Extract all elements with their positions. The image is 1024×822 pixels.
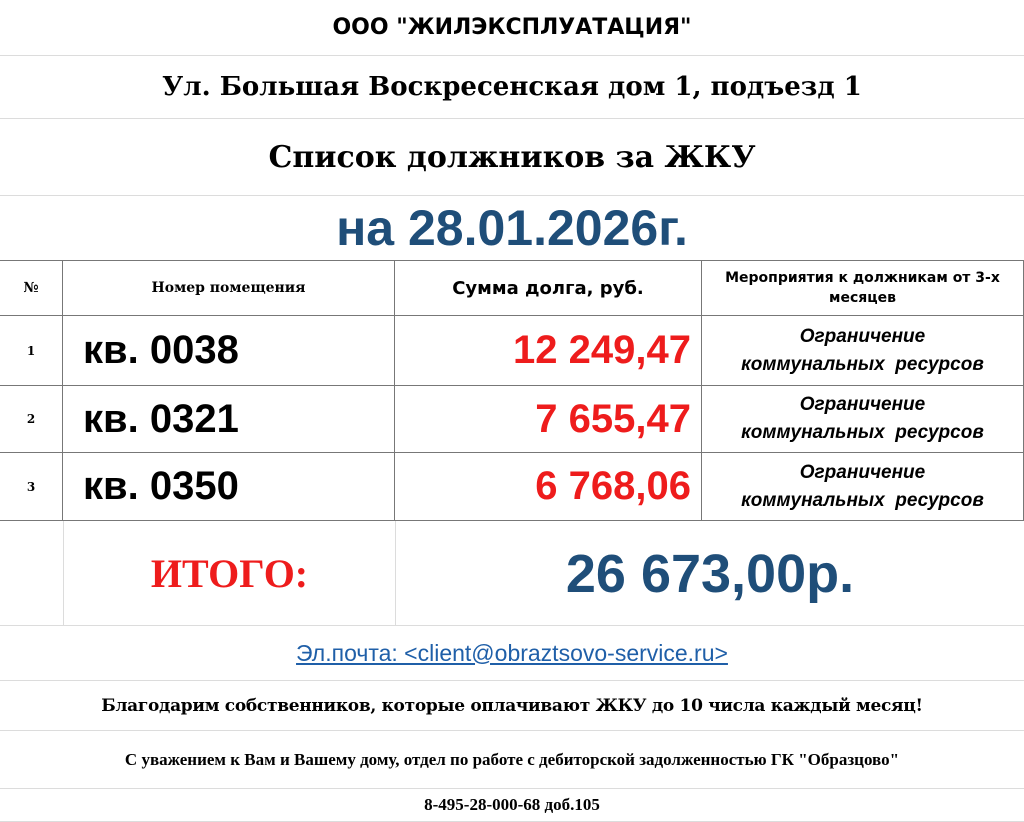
action-line-1: Ограничение [799, 325, 926, 347]
address-row: Ул. Большая Воскресенская дом 1, подъезд… [0, 56, 1024, 119]
total-label: ИТОГО: [150, 551, 309, 596]
thanks-text: Благодарим собственников, которые оплачи… [101, 695, 923, 716]
debt-amount: 12 249,47 [395, 316, 702, 386]
debtor-action: Ограничение коммунальных ресурсов [702, 316, 1024, 386]
address: Ул. Большая Воскресенская дом 1, подъезд… [162, 72, 862, 102]
apartment: кв. 0038 [63, 316, 395, 386]
action-line-2: коммунальных ресурсов [741, 353, 984, 375]
email-row: Эл.почта: <client@obraztsovo-service.ru> [0, 625, 1024, 681]
apartment: кв. 0321 [63, 386, 395, 453]
date-row: на 28.01.2026г. [0, 196, 1024, 260]
action-line-2: коммунальных ресурсов [741, 489, 984, 511]
report-date: на 28.01.2026г. [336, 200, 688, 256]
debt-amount: 7 655,47 [395, 386, 702, 453]
list-title-row: Список должников за ЖКУ [0, 119, 1024, 196]
action-line-1: Ограничение [799, 394, 926, 415]
debtor-action: Ограничение коммунальных ресурсов [702, 453, 1024, 521]
phone-number: 8-495-28-000-68 доб.105 [424, 795, 600, 814]
header-debt: Сумма долга, руб. [395, 261, 702, 316]
regards-row: С уважением к Вам и Вашему дому, отдел п… [0, 731, 1024, 789]
gridline [63, 521, 64, 626]
debt-amount: 6 768,06 [395, 453, 702, 521]
debtor-action: Ограничение коммунальных ресурсов [702, 386, 1024, 453]
action-line-1: Ограничение [799, 461, 926, 483]
regards-text: С уважением к Вам и Вашему дому, отдел п… [124, 749, 900, 769]
row-number: 3 [0, 453, 63, 521]
header-number: № [0, 261, 63, 316]
total-value: 26 673,00р. [565, 543, 855, 604]
list-title: Список должников за ЖКУ [268, 139, 756, 175]
row-number: 2 [0, 386, 63, 453]
header-actions: Мероприятия к должникам от 3-х месяцев [702, 261, 1024, 316]
email-link[interactable]: Эл.почта: <client@obraztsovo-service.ru> [296, 639, 728, 666]
company-name: ООО "ЖИЛЭКСПЛУАТАЦИЯ" [332, 15, 692, 40]
phone-row: 8-495-28-000-68 доб.105 [0, 789, 1024, 822]
row-number: 1 [0, 316, 63, 386]
debtors-table: № Номер помещения Сумма долга, руб. Меро… [0, 260, 1024, 626]
action-line-2: коммунальных ресурсов [741, 422, 984, 443]
gridline [395, 521, 396, 626]
company-row: ООО "ЖИЛЭКСПЛУАТАЦИЯ" [0, 0, 1024, 56]
thanks-row: Благодарим собственников, которые оплачи… [0, 681, 1024, 731]
apartment: кв. 0350 [63, 453, 395, 521]
header-apartment: Номер помещения [63, 261, 395, 316]
